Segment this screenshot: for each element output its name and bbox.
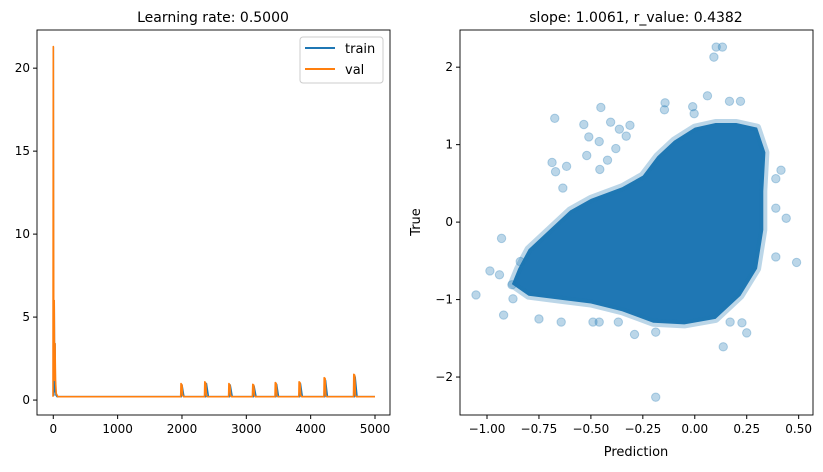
x-tick-label: 0.25	[733, 422, 760, 436]
scatter-point	[702, 91, 713, 101]
scatter-point	[508, 294, 518, 304]
x-tick-label: 0	[49, 422, 57, 436]
scatter-point	[737, 318, 747, 328]
y-tick-label: 15	[15, 144, 30, 158]
scatter-point	[515, 256, 525, 267]
loss-plot: Learning rate: 0.5000 0 1000 2000 3000 4000 5…	[15, 10, 391, 436]
scatter-point	[776, 165, 786, 175]
y-axis-label: True	[409, 208, 424, 237]
loss-plot-title: Learning rate: 0.5000	[137, 10, 289, 26]
x-tick-label: −0.75	[521, 422, 558, 436]
x-tick-label: 5000	[360, 422, 391, 436]
scatter-point	[791, 257, 802, 268]
y-tick-label: 0	[445, 215, 453, 229]
scatter-point	[547, 157, 557, 168]
x-tick-label: −1.00	[469, 422, 506, 436]
x-tick-label: 3000	[231, 422, 262, 436]
scatter-dense-region	[507, 119, 770, 329]
legend: train val	[299, 36, 384, 84]
scatter-point	[550, 113, 560, 124]
scatter-point	[781, 213, 791, 223]
scatter-point	[595, 164, 605, 175]
scatter-point	[614, 124, 625, 134]
scatter-point	[660, 98, 670, 108]
x-tick-label: −0.50	[573, 422, 610, 436]
scatter-point	[717, 42, 728, 52]
y-tick-label: 10	[15, 227, 30, 241]
scatter-point	[582, 150, 592, 161]
scatter-point	[584, 132, 594, 142]
scatter-point	[602, 155, 613, 165]
y-tick-label: 0	[22, 393, 30, 407]
scatter-point	[771, 203, 781, 213]
scatter-point	[579, 119, 589, 130]
scatter-point	[625, 120, 635, 130]
scatter-point	[659, 105, 670, 115]
scatter-point	[611, 143, 621, 154]
x-tick-label: −0.25	[624, 422, 661, 436]
scatter-point	[629, 329, 640, 340]
scatter-point	[605, 117, 616, 127]
scatter-point	[558, 183, 568, 193]
scatter-plot: slope: 1.0061, r_value: 0.4382 −1.00 −0.7…	[409, 10, 814, 460]
x-tick-label: 2000	[167, 422, 198, 436]
scatter-point	[711, 42, 721, 52]
scatter-point	[742, 328, 752, 338]
scatter-point	[471, 290, 481, 300]
scatter-point	[651, 392, 661, 402]
scatter-point	[594, 136, 604, 147]
series-line-train	[52, 46, 375, 398]
scatter-point	[613, 317, 624, 327]
legend-val-label: val	[345, 63, 364, 78]
y-tick-label: 5	[22, 310, 30, 324]
scatter-point	[718, 342, 728, 352]
scatter-point	[507, 280, 517, 290]
scatter-point	[485, 266, 495, 276]
scatter-point	[556, 317, 566, 327]
scatter-point	[725, 317, 735, 327]
scatter-point	[494, 270, 505, 280]
scatter-point	[588, 317, 598, 327]
scatter-point	[561, 161, 572, 172]
scatter-point	[689, 108, 699, 119]
scatter-point	[688, 101, 698, 112]
scatter-point	[498, 310, 509, 320]
scatter-point	[534, 314, 544, 324]
y-tick-label: 1	[445, 138, 453, 152]
scatter-plot-title: slope: 1.0061, r_value: 0.4382	[529, 10, 742, 26]
scatter-point	[594, 317, 604, 327]
scatter-point	[724, 96, 735, 106]
scatter-point	[771, 174, 781, 184]
series-line-val	[52, 45, 375, 398]
loss-plot-frame	[36, 29, 391, 416]
y-tick-label: −1	[435, 293, 453, 307]
scatter-point	[771, 252, 781, 262]
scatter-point	[496, 233, 507, 244]
scatter-plot-frame	[459, 29, 814, 416]
scatter-point	[709, 52, 719, 62]
x-tick-label: 1000	[102, 422, 133, 436]
y-tick-label: −2	[435, 370, 453, 384]
scatter-point	[735, 96, 746, 106]
y-tick-label: 2	[445, 60, 453, 74]
scatter-point	[596, 102, 606, 113]
y-tick-label: 20	[15, 61, 30, 75]
scatter-point	[550, 167, 561, 177]
x-tick-label: 4000	[295, 422, 326, 436]
scatter-point	[621, 131, 631, 141]
x-tick-label: 0.50	[785, 422, 812, 436]
scatter-point	[651, 327, 661, 337]
x-axis-label: Prediction	[604, 445, 669, 460]
x-tick-label: 0.00	[681, 422, 708, 436]
legend-train-label: train	[345, 42, 375, 57]
